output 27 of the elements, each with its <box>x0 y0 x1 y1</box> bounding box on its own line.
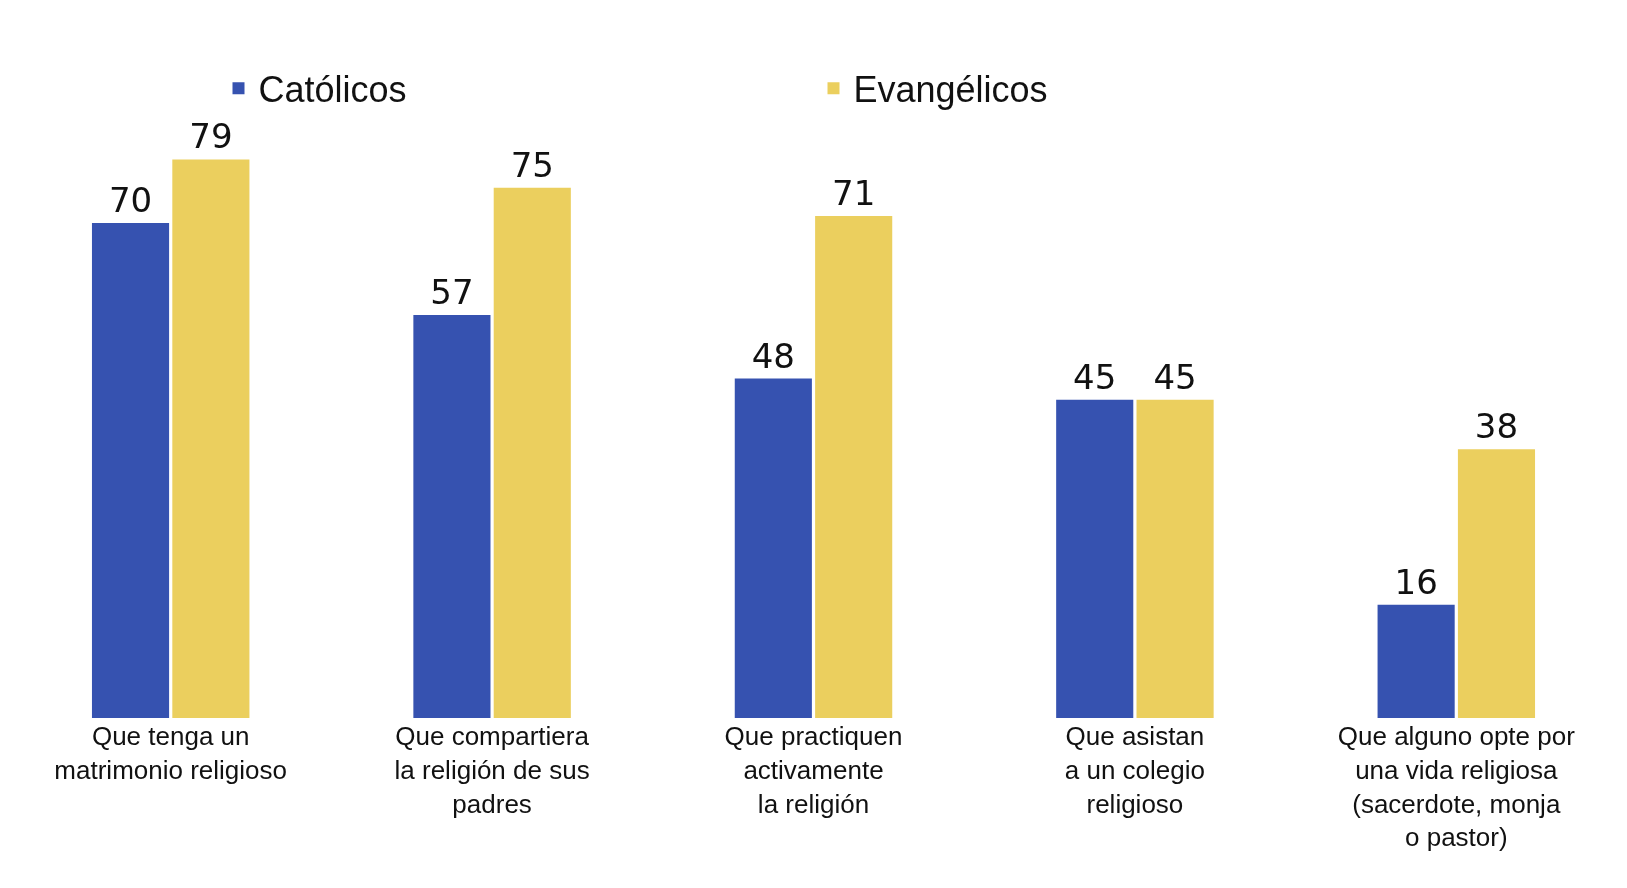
x-tick-label: Que alguno opte por una vida religiosa (sacerdote, monja o pastor) <box>1337 721 1576 853</box>
bar <box>1457 449 1536 718</box>
data-label: 45 <box>1073 356 1117 397</box>
x-tick-label: Que tenga un matrimonio religioso <box>54 721 288 785</box>
legend-label: Católicos <box>258 69 407 111</box>
bar <box>1056 399 1134 718</box>
x-tick-label: Que practiquen activamente la religión <box>724 721 903 819</box>
data-label: 70 <box>108 180 153 221</box>
bar <box>1136 399 1214 718</box>
data-label: 79 <box>189 116 233 157</box>
data-label: 71 <box>832 172 876 213</box>
data-label: 57 <box>430 271 474 312</box>
legend-label: Evangélicos <box>853 69 1048 111</box>
bar <box>1377 604 1455 718</box>
x-tick-label: Que compartiera la religión de sus padres <box>394 721 590 819</box>
bar <box>493 187 571 718</box>
bar <box>413 314 491 718</box>
bar <box>734 378 812 718</box>
data-label: 45 <box>1153 356 1197 397</box>
data-label: 75 <box>510 144 554 185</box>
bar <box>172 159 250 718</box>
bar <box>815 215 893 718</box>
bar <box>91 223 170 718</box>
data-label: 48 <box>751 335 795 376</box>
data-label: 16 <box>1394 561 1438 602</box>
x-tick-label: Que asistan a un colegio religioso <box>1064 721 1206 819</box>
data-label: 38 <box>1474 406 1519 447</box>
